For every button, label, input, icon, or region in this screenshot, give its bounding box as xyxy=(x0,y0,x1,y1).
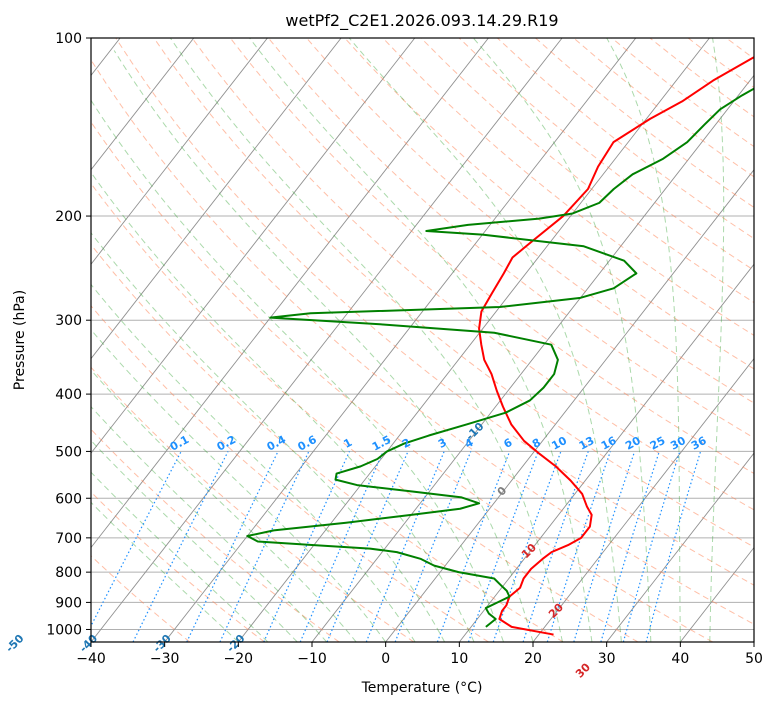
dry-adiabat-line xyxy=(91,366,415,642)
chart-title: wetPf2_C2E1.2026.093.14.29.R19 xyxy=(285,11,558,31)
x-tick-label: 20 xyxy=(524,651,542,667)
y-tick-label: 600 xyxy=(55,491,82,507)
y-tick-label: 800 xyxy=(55,565,82,581)
isotherm-line xyxy=(164,38,637,642)
x-tick-label: 0 xyxy=(381,651,390,667)
moist-adiabat-line xyxy=(709,38,725,642)
y-axis: 1000 900 800 700 600 500 400 300 200 100 xyxy=(46,31,91,638)
mixing-ratio-line xyxy=(492,451,562,642)
background-lines xyxy=(91,11,775,642)
mixing-ratio-label: 30 xyxy=(668,434,688,453)
mixing-ratio-label: 10 xyxy=(549,434,569,453)
mixing-ratio-line xyxy=(645,451,702,642)
mixing-ratio-line xyxy=(132,451,229,642)
mixing-ratio-line xyxy=(219,451,310,642)
plot-area xyxy=(91,38,754,642)
x-tick-label: 40 xyxy=(671,651,689,667)
sounding-series xyxy=(246,56,754,636)
mixing-ratio-line xyxy=(436,451,511,642)
isotherm-line xyxy=(606,452,754,642)
y-tick-label: 200 xyxy=(55,209,82,225)
dry-adiabat-line xyxy=(91,428,340,642)
mixing-ratio-line xyxy=(394,451,472,642)
moist-adiabat-line xyxy=(169,38,563,642)
x-axis-label: Temperature (°C) xyxy=(361,680,483,696)
plot-frame xyxy=(90,37,755,643)
dry-adiabat-line xyxy=(91,243,564,642)
isotherm-line xyxy=(753,641,754,642)
dry-adiabat-line xyxy=(91,121,713,642)
mixing-ratio-line xyxy=(299,451,384,642)
dry-adiabat-line xyxy=(766,11,775,642)
x-tick-label: −40 xyxy=(76,651,106,667)
x-tick-label: −20 xyxy=(224,651,254,667)
moist-adiabat-line xyxy=(91,328,387,642)
isotherm-line xyxy=(458,263,754,642)
isotherm-line xyxy=(91,38,489,549)
isotherm-label: -50 xyxy=(3,632,26,655)
x-tick-label: −10 xyxy=(297,651,327,667)
moist-adiabat-line xyxy=(606,38,681,642)
mixing-ratio-line xyxy=(467,451,539,642)
moist-adiabat-line xyxy=(91,471,269,642)
x-tick-label: −30 xyxy=(150,651,180,667)
x-tick-label: 50 xyxy=(745,651,763,667)
isotherm-line xyxy=(532,357,754,642)
mixing-ratio-label: 36 xyxy=(689,434,709,453)
moist-adiabat-line xyxy=(91,99,505,642)
y-tick-label: 900 xyxy=(55,595,82,611)
x-axis: −40 −30 −20 −10 0 10 20 30 40 50 xyxy=(76,642,763,667)
dry-adiabat-line xyxy=(305,38,754,404)
dry-adiabat-line xyxy=(382,38,754,336)
moist-adiabat-line xyxy=(249,38,593,642)
mixing-ratio-label: 13 xyxy=(577,434,597,453)
y-tick-label: 400 xyxy=(55,387,82,403)
dry-adiabat-line xyxy=(91,58,754,625)
mixing-ratio-line xyxy=(91,451,182,628)
moist-adiabat-line xyxy=(91,501,239,642)
isotherm-line xyxy=(91,38,268,265)
y-tick-label: 1000 xyxy=(46,622,82,638)
mixing-ratio-line xyxy=(186,451,279,642)
dry-adiabat-line xyxy=(153,38,754,548)
isotherm-line xyxy=(237,38,710,642)
y-tick-label: 500 xyxy=(55,444,82,460)
y-tick-label: 300 xyxy=(55,313,82,329)
moist-adiabat-line xyxy=(91,283,416,642)
moist-adiabat-line xyxy=(472,38,652,642)
mixing-ratio-line xyxy=(326,451,409,642)
mixing-ratio-label: 25 xyxy=(648,434,668,453)
isotherm-line xyxy=(311,74,754,642)
moist-adiabat-line xyxy=(91,405,328,642)
moist-adiabat-line xyxy=(91,439,298,642)
dewpoint-line xyxy=(246,87,754,628)
temperature-line xyxy=(478,56,754,636)
dry-adiabat-line xyxy=(115,38,754,586)
isotherm-line xyxy=(91,38,195,171)
isotherm-line xyxy=(91,38,342,360)
moist-adiabat-line xyxy=(91,369,357,642)
dry-adiabat-line xyxy=(91,182,639,642)
isotherm-line xyxy=(91,38,416,454)
mixing-ratio-line xyxy=(263,451,351,642)
moist-adiabat-line xyxy=(348,38,622,642)
isotherm-line xyxy=(385,169,754,642)
mixing-ratio-label: 16 xyxy=(599,434,619,453)
x-tick-label: 10 xyxy=(450,651,468,667)
x-tick-label: 30 xyxy=(598,651,616,667)
isotherm-line xyxy=(91,38,563,642)
isotherm-label: 30 xyxy=(573,660,593,680)
y-axis-label: Pressure (hPa) xyxy=(12,290,28,390)
moist-adiabat-line xyxy=(91,171,475,642)
y-tick-label: 700 xyxy=(55,531,82,547)
moist-adiabat-line xyxy=(113,50,534,642)
moist-adiabat-line xyxy=(91,232,446,642)
dry-adiabat-line xyxy=(344,38,754,370)
mixing-ratio-label: 20 xyxy=(623,434,643,453)
y-tick-label: 100 xyxy=(55,31,82,47)
